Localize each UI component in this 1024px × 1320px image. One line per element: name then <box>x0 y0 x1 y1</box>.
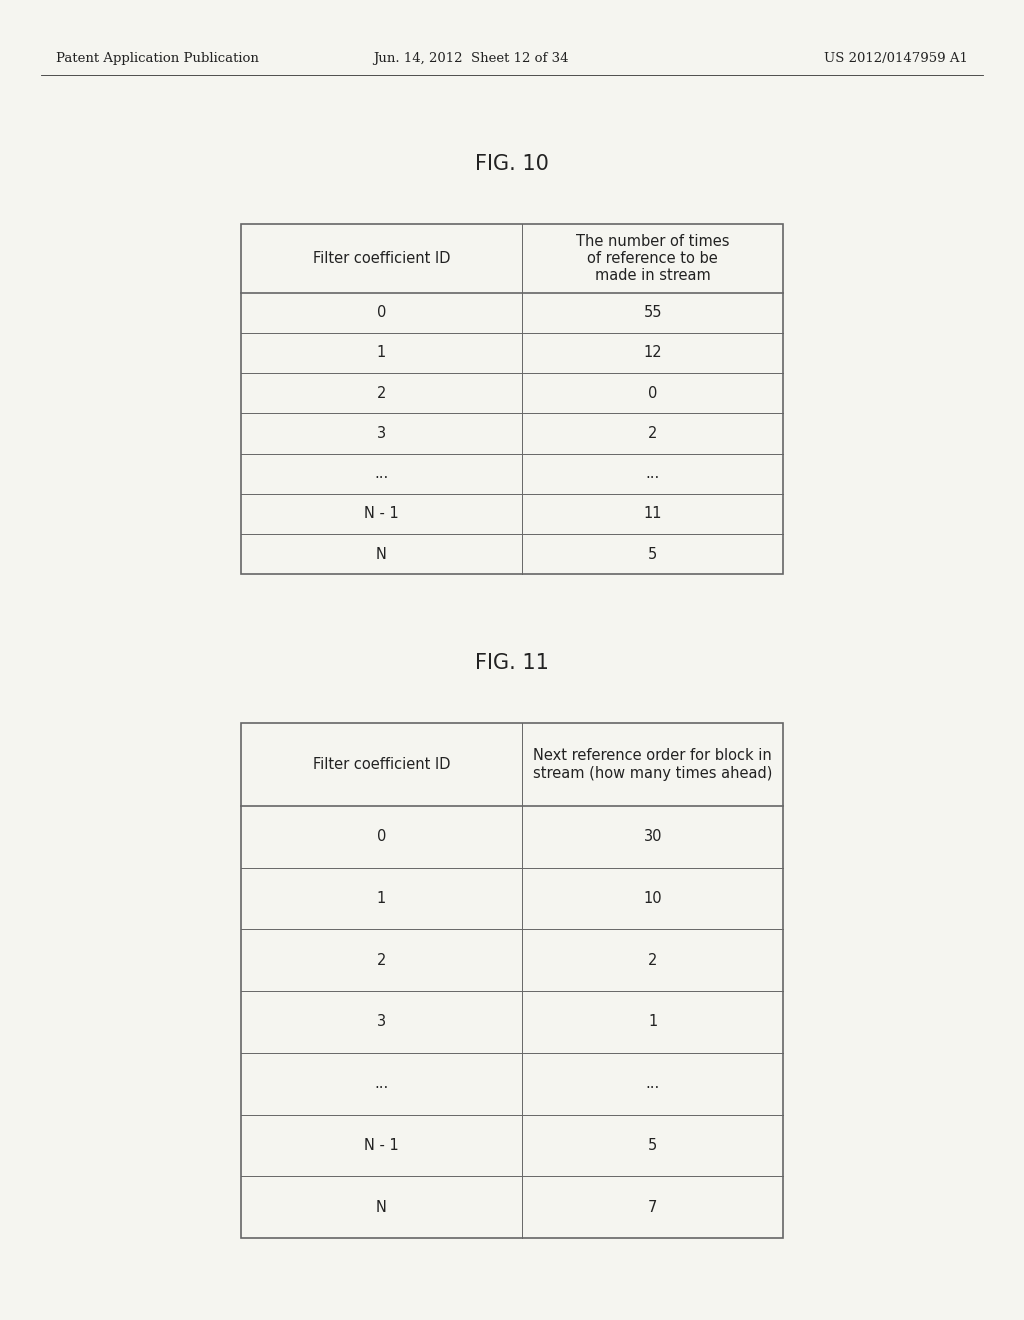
Text: 10: 10 <box>643 891 663 906</box>
Text: ...: ... <box>646 1076 659 1092</box>
Text: Filter coefficient ID: Filter coefficient ID <box>312 758 451 772</box>
Text: 5: 5 <box>648 1138 657 1152</box>
Text: N - 1: N - 1 <box>365 1138 398 1152</box>
Text: Jun. 14, 2012  Sheet 12 of 34: Jun. 14, 2012 Sheet 12 of 34 <box>374 51 568 65</box>
Text: 55: 55 <box>643 305 663 321</box>
Text: 1: 1 <box>377 891 386 906</box>
Text: 30: 30 <box>643 829 663 843</box>
Bar <box>241 723 783 1238</box>
Text: ...: ... <box>646 466 659 480</box>
Text: Next reference order for block in
stream (how many times ahead): Next reference order for block in stream… <box>534 748 772 780</box>
Text: 11: 11 <box>643 507 663 521</box>
Text: 2: 2 <box>648 953 657 968</box>
Text: 0: 0 <box>648 385 657 401</box>
Text: 1: 1 <box>377 346 386 360</box>
Text: ...: ... <box>375 466 388 480</box>
Text: 7: 7 <box>648 1200 657 1214</box>
Text: 12: 12 <box>643 346 663 360</box>
Text: N: N <box>376 1200 387 1214</box>
Text: 3: 3 <box>377 426 386 441</box>
Text: 2: 2 <box>377 385 386 401</box>
Text: ...: ... <box>375 1076 388 1092</box>
Text: 0: 0 <box>377 305 386 321</box>
Text: FIG. 11: FIG. 11 <box>475 652 549 673</box>
Text: Filter coefficient ID: Filter coefficient ID <box>312 251 451 267</box>
Text: Patent Application Publication: Patent Application Publication <box>56 51 259 65</box>
Text: US 2012/0147959 A1: US 2012/0147959 A1 <box>823 51 968 65</box>
Text: N - 1: N - 1 <box>365 507 398 521</box>
Text: 2: 2 <box>648 426 657 441</box>
Text: 3: 3 <box>377 1015 386 1030</box>
Text: 2: 2 <box>377 953 386 968</box>
Text: 0: 0 <box>377 829 386 843</box>
Text: N: N <box>376 546 387 561</box>
Text: 5: 5 <box>648 546 657 561</box>
Text: The number of times
of reference to be
made in stream: The number of times of reference to be m… <box>577 234 729 284</box>
Bar <box>241 224 783 574</box>
Text: FIG. 10: FIG. 10 <box>475 153 549 174</box>
Text: 1: 1 <box>648 1015 657 1030</box>
